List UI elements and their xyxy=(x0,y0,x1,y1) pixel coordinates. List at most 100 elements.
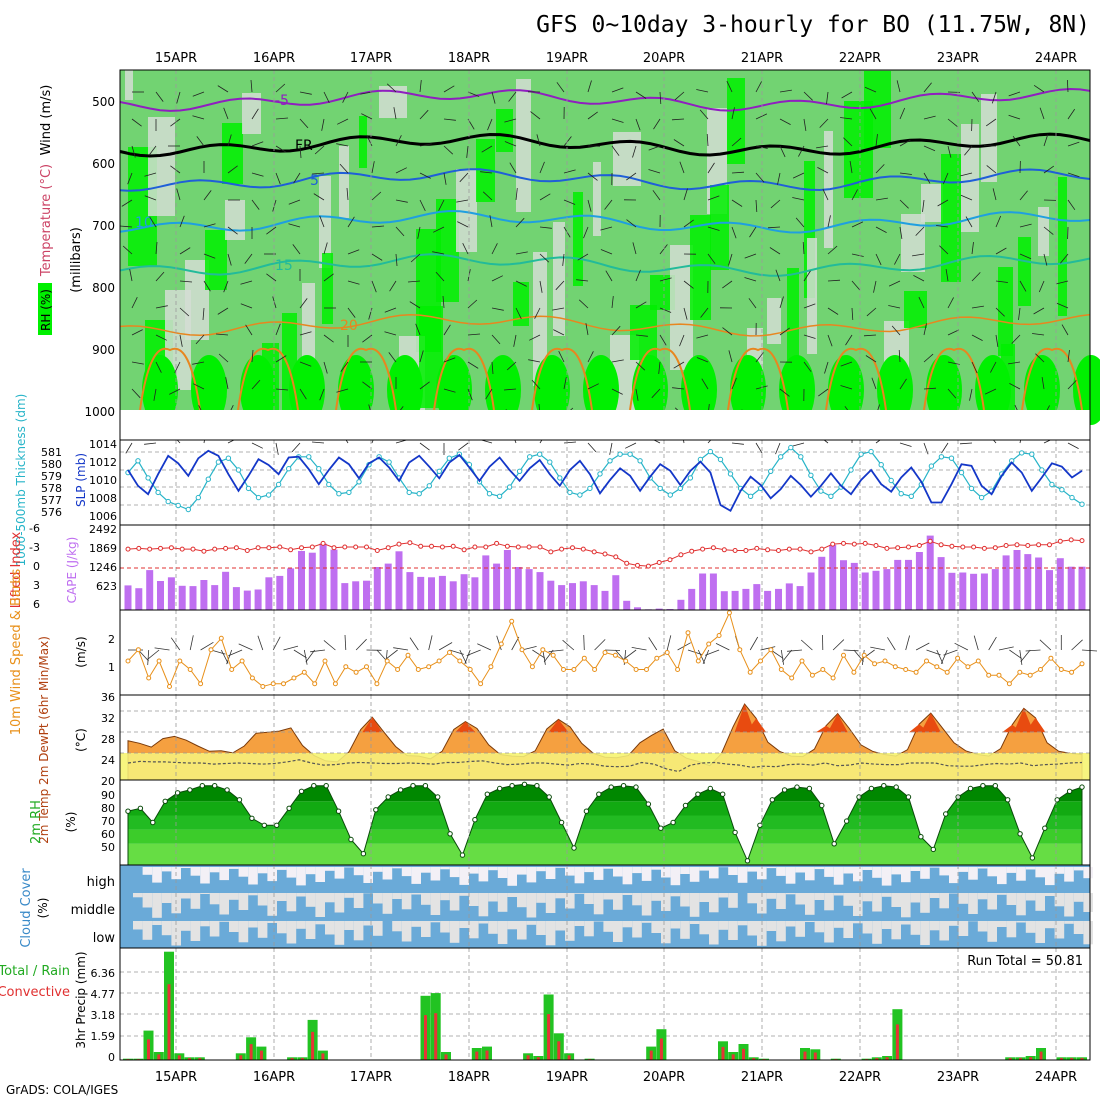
cape-bar xyxy=(655,608,663,610)
li-tick: 3 xyxy=(33,579,40,592)
wind-barb xyxy=(275,388,289,391)
wind-barb xyxy=(227,226,238,235)
wind-barb xyxy=(843,649,859,652)
cape-tick: 1246 xyxy=(89,561,117,574)
profile-panel: -5 FR 5 10 15 20 500 600 700 800 900 1000 xyxy=(84,69,1100,455)
cloud-cell xyxy=(728,867,738,875)
cloud-cell xyxy=(593,867,604,880)
wind-barb xyxy=(992,188,997,201)
wind-speed-point xyxy=(924,658,929,664)
precip-conv-bar xyxy=(321,1053,325,1060)
wind-barb xyxy=(467,388,473,401)
thickness-point xyxy=(547,459,553,465)
rh-point xyxy=(435,794,441,800)
wind-barb xyxy=(871,377,877,390)
rh-patch xyxy=(1018,237,1031,306)
wind-barb xyxy=(611,388,623,395)
cloud-cell xyxy=(881,893,892,897)
cloud-cell xyxy=(469,867,479,874)
cloud-cell xyxy=(200,893,210,894)
thickness-point xyxy=(1079,501,1085,507)
wind-barb xyxy=(395,199,408,203)
wind-barb xyxy=(555,280,565,291)
cape-bar xyxy=(785,583,793,610)
thickness-point xyxy=(567,489,573,496)
li-point xyxy=(602,551,608,557)
wind-barb xyxy=(513,334,517,347)
wind-barb xyxy=(1067,79,1069,93)
wind-barb xyxy=(905,635,910,651)
li-point xyxy=(570,545,575,551)
wind-barb xyxy=(459,172,469,183)
rh-point xyxy=(125,808,131,814)
thickness-point xyxy=(798,454,804,460)
cloud-cell xyxy=(968,893,978,914)
thickness-point xyxy=(286,466,292,472)
rh-point xyxy=(150,819,156,826)
wind-speed-point xyxy=(395,667,401,672)
cloud-cell xyxy=(939,867,949,876)
cloud-cell xyxy=(1083,921,1093,945)
wind-barb xyxy=(539,280,543,293)
wind-barb xyxy=(393,107,397,120)
cloud-cell xyxy=(862,867,873,870)
wind-barb xyxy=(995,280,1008,283)
wind-barb xyxy=(1039,107,1045,120)
rh-patch xyxy=(205,230,227,290)
temp-tick: 32 xyxy=(101,712,115,725)
wind-barb xyxy=(443,145,454,155)
li-point xyxy=(743,548,749,553)
wind-barb xyxy=(384,331,397,336)
wind-barb xyxy=(728,253,733,266)
wind-barb xyxy=(923,387,937,390)
cloud-cell xyxy=(795,867,805,873)
wind-speed-point xyxy=(623,658,629,664)
cloud-cell xyxy=(449,893,460,911)
rh-tick: 50 xyxy=(101,841,115,854)
wind-barb xyxy=(631,647,647,651)
cloud-cell xyxy=(824,921,834,943)
cloud-cell xyxy=(200,921,210,927)
cape-bar xyxy=(1035,557,1043,610)
wind-barb xyxy=(563,169,576,174)
cape-bar xyxy=(796,586,804,610)
cloud-cell xyxy=(1054,921,1065,939)
thickness-point xyxy=(165,498,171,505)
wind-barb xyxy=(626,172,637,181)
cloud-cell xyxy=(152,867,162,883)
wind-barb xyxy=(539,161,545,174)
thickness-point xyxy=(356,479,362,485)
wind-barb xyxy=(600,249,613,255)
precip-conv-bar xyxy=(875,1058,879,1060)
cape-bar xyxy=(980,573,988,610)
li-point xyxy=(754,545,760,551)
li-point xyxy=(797,546,803,552)
wind-barb xyxy=(912,253,925,257)
thickness-tick: 577 xyxy=(41,494,62,507)
wind-barb xyxy=(803,334,816,339)
wind-speed-point xyxy=(509,618,515,624)
cape-bar xyxy=(211,585,219,610)
thickness-point xyxy=(1069,494,1075,501)
wind-barb xyxy=(683,188,688,201)
cloud-cell xyxy=(363,921,373,926)
wind-barb xyxy=(936,225,949,228)
li-point xyxy=(678,552,684,558)
cloud-cell xyxy=(517,893,527,908)
cloud-cell xyxy=(296,867,306,886)
cloud-cell xyxy=(421,921,431,937)
wind-barb xyxy=(467,299,478,309)
cloud-cell xyxy=(459,867,469,885)
cloud-cell xyxy=(315,893,325,917)
rh-patch xyxy=(921,184,943,222)
rh-point xyxy=(769,797,775,803)
wind-barb xyxy=(480,171,493,174)
wind-barb xyxy=(1067,141,1080,147)
thickness-point xyxy=(848,467,854,473)
li-point xyxy=(710,545,716,551)
rh-point xyxy=(286,805,292,811)
rh-point xyxy=(335,808,342,814)
rh-point xyxy=(1029,855,1036,861)
wind-barb xyxy=(819,118,829,128)
wind-barb xyxy=(419,350,424,363)
